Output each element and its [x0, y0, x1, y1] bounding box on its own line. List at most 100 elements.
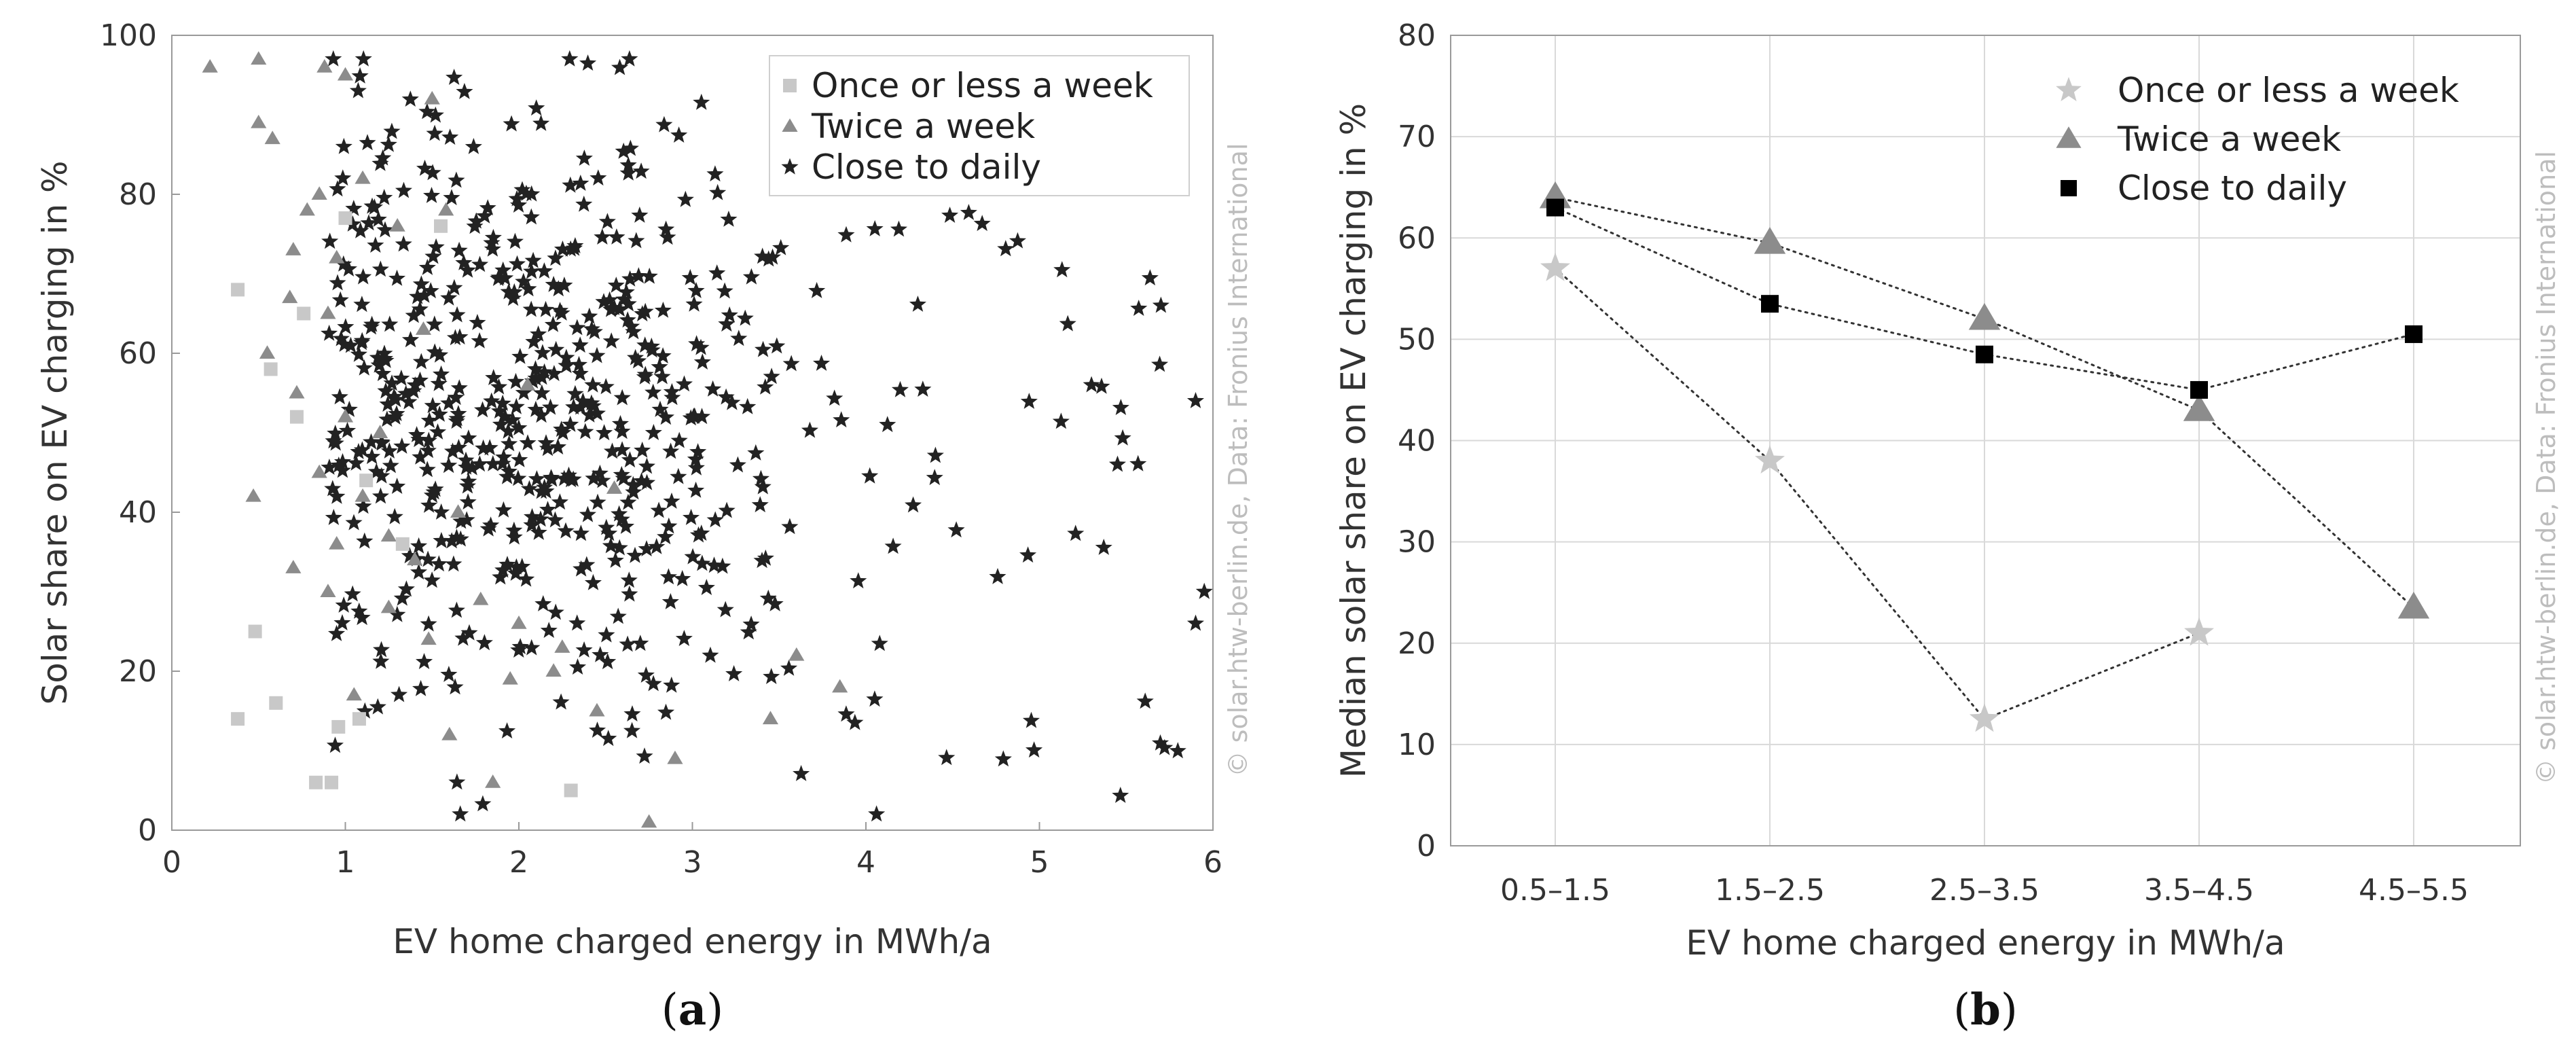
point-star: [424, 397, 441, 414]
point-star: [704, 380, 722, 397]
point-star: [534, 344, 551, 361]
point-star: [628, 232, 645, 249]
point-star: [458, 459, 475, 475]
point-square: [231, 712, 245, 726]
point-star: [687, 282, 705, 298]
point-triangle: [415, 321, 432, 335]
point-star: [420, 615, 437, 632]
point-star: [793, 765, 810, 781]
point-star: [484, 228, 502, 245]
x-tick-label: 4.5–5.5: [2359, 873, 2469, 908]
point-star: [611, 505, 628, 522]
point-star: [926, 446, 944, 463]
point-star: [406, 376, 424, 393]
point-star: [997, 240, 1015, 257]
point-star: [401, 331, 420, 348]
point-star: [431, 406, 448, 422]
point-star: [333, 453, 351, 469]
point-star: [682, 409, 700, 426]
point-star: [654, 347, 672, 363]
point-star: [606, 299, 623, 315]
point-star: [395, 181, 412, 198]
point-star: [572, 175, 589, 191]
point-star: [585, 323, 603, 340]
point-star: [1112, 787, 1129, 803]
point-star: [369, 698, 386, 715]
point-star: [723, 393, 741, 410]
point-star: [388, 405, 405, 421]
point-star: [801, 421, 818, 438]
x-tick-label: 3.5–4.5: [2144, 873, 2254, 908]
point-star: [451, 328, 469, 345]
point-star: [460, 429, 477, 446]
point-triangle: [502, 671, 518, 685]
point-triangle: [245, 488, 261, 502]
y-tick-label: 10: [1398, 728, 1436, 762]
point-star: [474, 401, 492, 418]
point-triangle: [1968, 302, 2001, 330]
point-star: [420, 497, 438, 513]
point-star: [337, 318, 355, 334]
point-star: [657, 220, 675, 237]
point-star: [450, 439, 467, 455]
point-star: [754, 247, 772, 264]
x-tick-label: 1: [336, 845, 355, 880]
point-star: [760, 250, 778, 267]
point-star: [408, 426, 426, 442]
point-star: [499, 422, 517, 439]
point-star: [353, 332, 371, 349]
point-star: [352, 221, 369, 238]
point-star: [621, 50, 638, 67]
point-star: [611, 58, 629, 75]
point-star: [426, 124, 443, 141]
point-star: [530, 524, 547, 540]
point-star: [850, 572, 867, 589]
point-star: [430, 555, 448, 572]
point-star: [333, 614, 351, 630]
point-star: [577, 423, 594, 440]
point-star: [505, 528, 523, 545]
point-star: [623, 317, 640, 334]
point-star: [562, 176, 579, 193]
point-star: [1059, 315, 1076, 332]
point-star: [412, 353, 430, 370]
point-star: [405, 382, 422, 399]
point-star: [544, 316, 562, 332]
point-star: [568, 614, 586, 631]
point-star: [599, 653, 617, 670]
point-star: [433, 503, 450, 520]
point-star: [507, 565, 524, 581]
point-star: [537, 434, 555, 450]
point-star: [355, 497, 372, 514]
point-star: [482, 516, 500, 533]
point-star: [602, 332, 620, 349]
point-star: [533, 384, 551, 401]
point-star: [371, 154, 389, 171]
point-star: [418, 461, 436, 478]
y-tick-label: 50: [1398, 322, 1436, 357]
point-star: [575, 641, 593, 658]
point-star: [718, 315, 736, 332]
point-star: [549, 280, 567, 297]
point-star: [401, 547, 418, 564]
point-star: [1152, 296, 1169, 313]
point-star: [345, 200, 363, 216]
point-square: [564, 783, 578, 798]
point-star: [427, 106, 444, 123]
point-star: [347, 454, 365, 471]
point-star: [367, 236, 384, 253]
point-star: [474, 795, 492, 812]
point-star: [595, 293, 613, 310]
point-star: [568, 319, 586, 336]
point-star: [594, 471, 611, 488]
point-star: [376, 221, 394, 238]
point-star: [598, 518, 615, 535]
point-star: [505, 289, 522, 306]
point-star: [562, 415, 579, 432]
point-star: [739, 397, 757, 414]
point-star: [642, 337, 660, 354]
point-star: [1152, 734, 1169, 751]
point-star: [393, 438, 411, 454]
point-triangle: [589, 702, 605, 717]
y-tick-label: 20: [1398, 626, 1436, 661]
